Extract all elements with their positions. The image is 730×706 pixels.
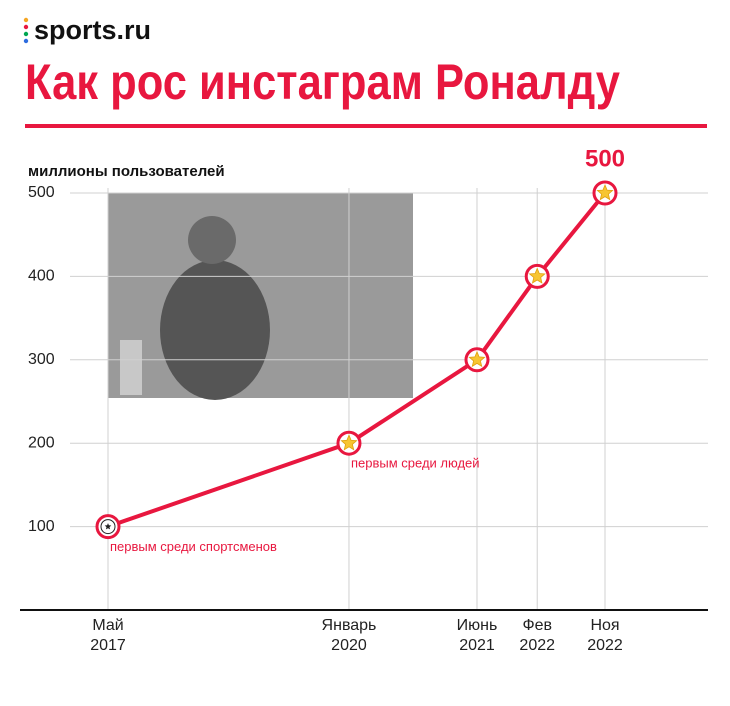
x-tick-label: Июнь 2021	[456, 617, 498, 654]
x-tick-label: Ноя 2022	[587, 617, 623, 654]
star-icon	[340, 434, 358, 451]
x-tick-label: Фев 2022	[519, 617, 556, 654]
x-tick-label: Май 2017	[90, 617, 126, 654]
x-tick-label: Январь 2020	[321, 617, 377, 654]
y-tick-label: 400	[28, 268, 55, 285]
star-icon	[468, 350, 486, 368]
ball-icon	[104, 523, 112, 530]
y-axis-label: миллионы пользователей	[28, 163, 225, 180]
brand: sports.ru	[34, 15, 151, 45]
annotation: первым среди спортсменов	[110, 539, 277, 554]
y-tick-label: 300	[28, 351, 55, 368]
star-icon	[596, 183, 614, 201]
y-tick-label: 100	[28, 518, 55, 535]
y-tick-label: 200	[28, 434, 55, 451]
logo-dots	[23, 17, 29, 44]
annotation: первым среди людей	[351, 456, 480, 471]
y-tick-label: 500	[28, 184, 55, 201]
photo	[108, 193, 413, 400]
title-rule	[25, 124, 707, 128]
chart-title: Как рос инстаграм Роналду	[25, 54, 620, 110]
star-icon	[528, 267, 546, 284]
value-label: 500	[585, 145, 625, 172]
